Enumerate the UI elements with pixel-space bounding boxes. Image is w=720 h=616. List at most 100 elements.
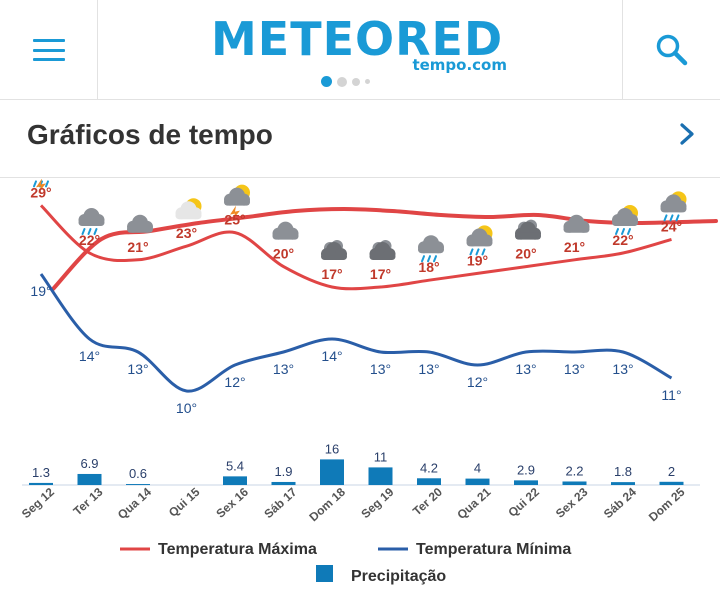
precipitation-label: 5.4 (226, 458, 244, 473)
min-temperature-label: 12° (467, 374, 488, 390)
x-tick-label: Sáb 17 (261, 485, 299, 522)
min-temperature-label: 13° (564, 361, 585, 377)
logo-subtitle: tempo.com (412, 56, 507, 74)
hamburger-icon (32, 39, 65, 61)
x-tick-label: Qua 14 (115, 485, 154, 522)
x-tick-label: Ter 20 (410, 485, 445, 519)
max-temperature-label: 17° (370, 266, 391, 282)
carousel-dot[interactable] (365, 79, 370, 84)
precipitation-bar (465, 478, 490, 485)
max-temperature-label: 18° (418, 259, 439, 275)
rain-icon (78, 208, 105, 235)
min-temperature-line (39, 273, 673, 393)
min-temperature-label: 14° (79, 348, 100, 364)
rain-sun-icon (466, 225, 493, 256)
x-tick-label: Qua 21 (454, 485, 493, 522)
overcast-icon (369, 240, 396, 260)
max-temperature-label: 19° (467, 252, 488, 268)
meteored-logo[interactable]: METEORED tempo.com (205, 12, 515, 92)
max-temperature-label: 24° (661, 218, 682, 234)
min-temperature-label: 13° (273, 361, 294, 377)
precipitation-bar (562, 481, 587, 485)
precipitation-bar (417, 478, 441, 485)
min-temperature-label: 13° (515, 361, 536, 377)
max-temperature-label: 20° (273, 246, 294, 262)
x-tick-label: Sex 23 (553, 485, 591, 521)
max-temperature-label: 20° (515, 246, 536, 262)
precipitation-label: 0.6 (129, 466, 147, 481)
max-temperature-label: 21° (564, 239, 585, 255)
search-icon (656, 34, 687, 66)
carousel-dot[interactable] (352, 77, 360, 86)
min-temperature-label: 13° (418, 361, 439, 377)
precipitation-label: 1.3 (32, 465, 50, 480)
legend-label-precip: Precipitação (351, 568, 446, 585)
rain-sun-icon (660, 191, 687, 222)
min-temperature-label: 11° (661, 387, 681, 403)
chevron-right-icon (680, 123, 694, 145)
precipitation-label: 2 (668, 464, 675, 479)
max-temperature-label: 22° (612, 232, 633, 248)
rain-icon (418, 235, 444, 263)
max-temperature-label: 21° (127, 239, 148, 255)
x-tick-label: Qui 22 (505, 485, 542, 520)
x-tick-label: Dom 25 (646, 485, 688, 525)
x-tick-label: Sex 16 (213, 485, 251, 521)
precipitation-bar (271, 481, 296, 485)
max-temperature-label: 23° (176, 225, 197, 241)
precipitation-bar (659, 481, 684, 485)
min-temperature-label: 13° (370, 361, 391, 377)
thunder-sun-icon (224, 184, 250, 221)
app-header: METEORED tempo.com (0, 0, 720, 100)
carousel-dot[interactable] (321, 76, 332, 87)
precipitation-bar (320, 459, 344, 485)
precipitation-label: 1.9 (274, 464, 292, 479)
cloudy-icon (272, 221, 299, 240)
overcast-icon (515, 219, 541, 240)
page-title: Gráficos de tempo (27, 119, 273, 150)
overcast-icon (321, 240, 347, 260)
max-temperature-label: 17° (321, 266, 342, 282)
x-tick-label: Seg 19 (358, 485, 396, 522)
search-button[interactable] (622, 0, 720, 100)
weather-chart: 29° 22° 21° 23° 25° 20° 17° 17° 18° 19° 20° 21° 22° 2… (0, 160, 720, 611)
precipitation-label: 1.8 (614, 464, 632, 479)
precipitation-bar (77, 473, 102, 485)
x-tick-label: Sáb 24 (601, 485, 639, 522)
precipitation-label: 6.9 (80, 456, 98, 471)
x-tick-label: Qui 15 (166, 485, 203, 520)
precipitation-label: 11 (374, 449, 388, 464)
cloudy-icon (127, 214, 153, 233)
max-temperature-line (39, 204, 672, 291)
precipitation-label: 2.9 (517, 462, 535, 477)
legend-swatch-precip (316, 565, 333, 582)
precipitation-bar (29, 482, 53, 485)
precipitation-bar (368, 467, 393, 485)
precipitation-bar (223, 476, 247, 485)
rain-sun-icon (612, 205, 638, 235)
logo-text: METEORED (211, 12, 504, 66)
precipitation-label: 16 (325, 441, 339, 456)
precipitation-bar (514, 480, 538, 485)
min-temperature-label: 13° (127, 361, 148, 377)
min-temperature-label: 10° (176, 400, 197, 416)
precipitation-label: 4.2 (420, 460, 438, 475)
min-temperature-label: 19° (30, 283, 51, 299)
menu-button[interactable] (0, 0, 98, 100)
precipitation-label: 2.2 (565, 463, 583, 478)
legend-label-max: Temperatura Máxima (158, 541, 317, 558)
carousel-dot[interactable] (337, 76, 347, 87)
legend-label-min: Temperatura Mínima (416, 541, 571, 558)
max-temperature-label: 25° (224, 212, 245, 228)
x-tick-label: Seg 12 (19, 485, 57, 522)
weather-charts-row[interactable]: Gráficos de tempo (0, 100, 720, 178)
min-temperature-label: 14° (321, 348, 342, 364)
precipitation-bar (611, 482, 635, 485)
precipitation-bar (126, 484, 150, 485)
min-temperature-label: 13° (612, 361, 633, 377)
max-temperature-label: 22° (79, 232, 100, 248)
precipitation-label: 4 (474, 461, 481, 476)
min-temperature-label: 12° (224, 374, 245, 390)
max-temperature-label: 29° (30, 184, 51, 200)
carousel-dots (321, 76, 370, 87)
